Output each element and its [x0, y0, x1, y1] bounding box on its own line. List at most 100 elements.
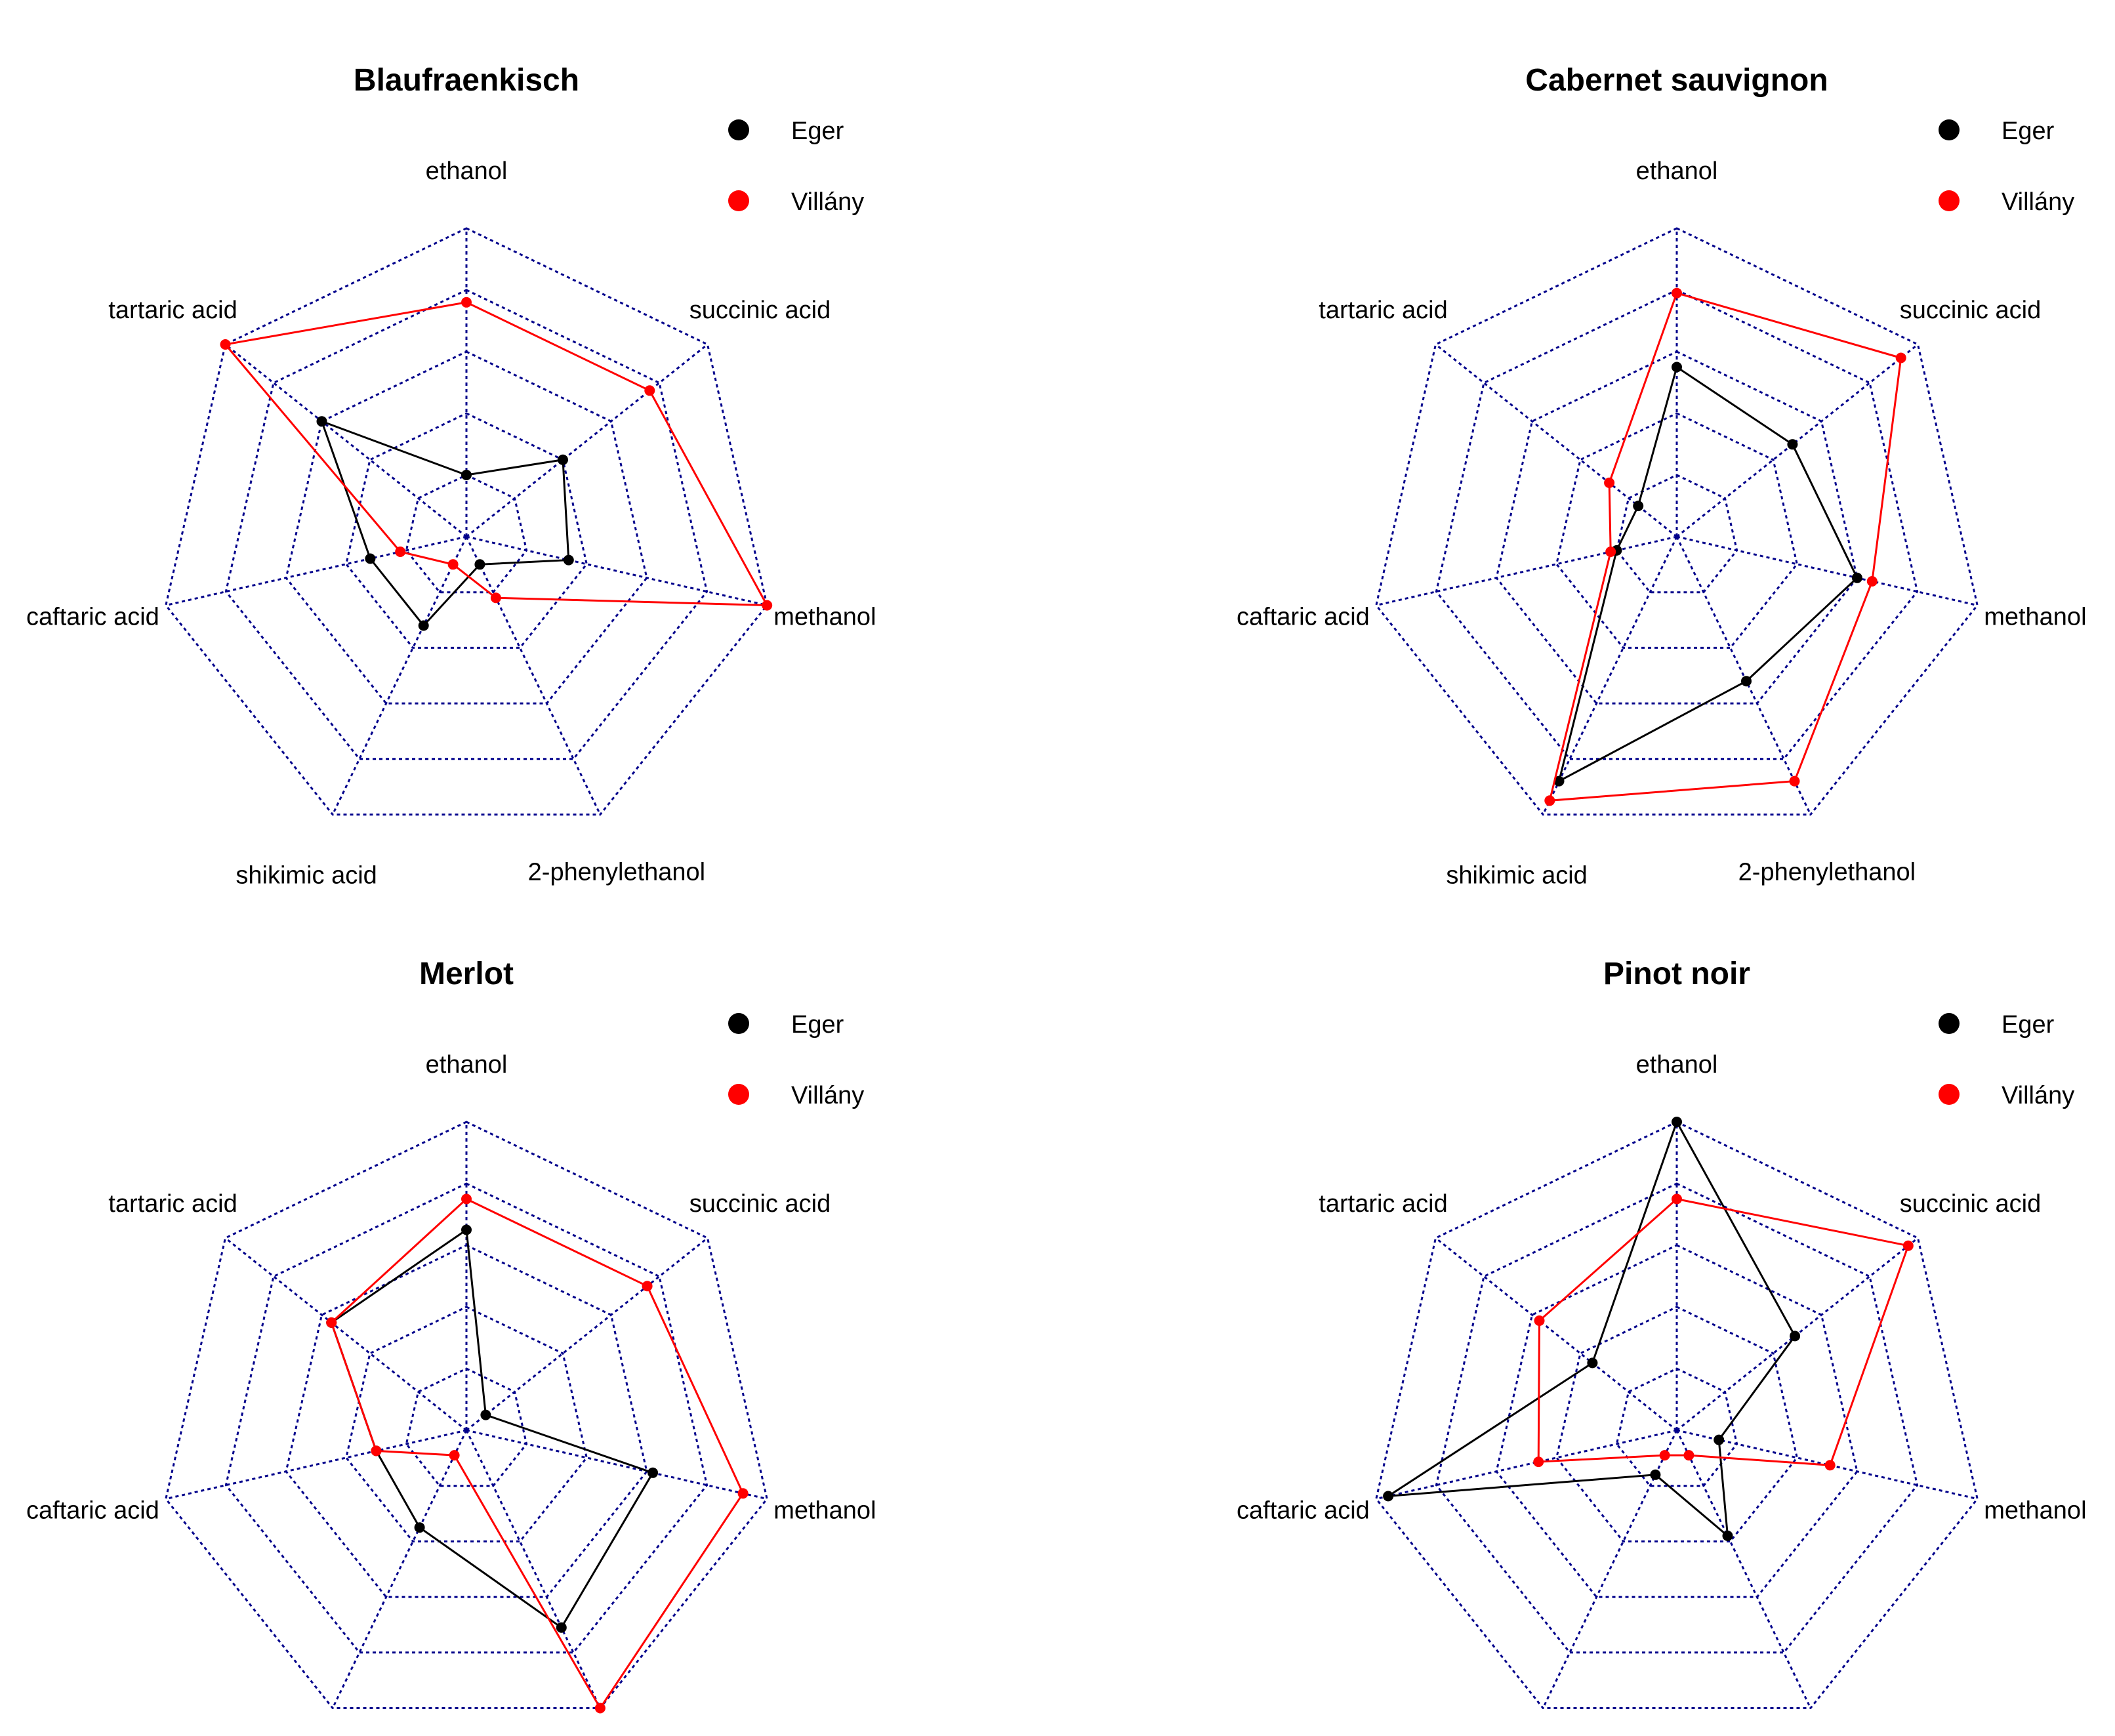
- grid-ring-2: [345, 1306, 588, 1542]
- data-point-eger-caftaric-acid: [365, 553, 376, 564]
- data-point-villany-methanol: [762, 600, 773, 611]
- spoke-shikimic-acid: [331, 536, 468, 816]
- data-point-villany-caftaric-acid: [371, 1445, 382, 1457]
- spoke-shikimic-acid: [1542, 536, 1678, 816]
- grid-ring-4: [224, 289, 708, 760]
- data-point-eger-tartaric-acid: [1587, 1357, 1598, 1369]
- axis-label-tartaric-acid: tartaric acid: [108, 297, 237, 324]
- spoke-succinic-acid: [466, 343, 708, 538]
- legend-label-villany: Villány: [2002, 1082, 2074, 1109]
- series-line-eger: [1557, 365, 1858, 783]
- data-point-villany-tartaric-acid: [1604, 477, 1615, 488]
- grid-ring-2: [1555, 412, 1798, 649]
- data-point-eger-methanol: [563, 554, 574, 566]
- legend-label-eger: Eger: [2002, 1011, 2055, 1039]
- legend-marker-villany: [1939, 190, 1960, 211]
- spoke-caftaric-acid: [1376, 535, 1677, 607]
- data-point-villany-caftaric-acid: [395, 547, 406, 557]
- spoke-2-phenylethanol: [465, 1430, 602, 1709]
- legend-marker-eger: [1939, 119, 1960, 140]
- data-point-eger-ethanol: [1672, 362, 1682, 373]
- series-line-villany: [223, 301, 769, 607]
- data-point-villany-methanol: [737, 1488, 749, 1499]
- data-point-villany-2-phenylethanol: [490, 592, 501, 604]
- data-point-villany-2-phenylethanol: [1683, 1450, 1694, 1461]
- legend-marker-eger: [728, 1013, 749, 1034]
- data-point-eger-caftaric-acid: [1383, 1491, 1394, 1502]
- data-point-eger-2-phenylethanol: [1741, 676, 1752, 687]
- series-line-villany: [330, 1197, 745, 1710]
- spoke-methanol: [466, 1429, 768, 1500]
- spoke-succinic-acid: [466, 1237, 708, 1432]
- chart-title: Pinot noir: [1603, 957, 1750, 991]
- spoke-shikimic-acid: [1542, 1430, 1678, 1709]
- data-point-villany-ethanol: [1672, 287, 1682, 299]
- grid-ring-4: [1435, 1182, 1919, 1654]
- spoke-tartaric-acid: [1435, 1237, 1677, 1432]
- series-line-eger: [330, 1228, 655, 1629]
- spoke-succinic-acid: [1676, 343, 1919, 538]
- chart-title: Cabernet sauvignon: [1525, 63, 1828, 98]
- data-point-villany-2-phenylethanol: [1789, 775, 1800, 787]
- axis-label-ethanol: ethanol: [426, 157, 508, 185]
- data-point-eger-methanol: [1851, 572, 1862, 583]
- spoke-caftaric-acid: [165, 535, 467, 607]
- data-point-villany-caftaric-acid: [1533, 1457, 1544, 1468]
- axis-label-caftaric-acid: caftaric acid: [26, 1497, 159, 1525]
- spoke-tartaric-acid: [224, 343, 467, 538]
- legend-marker-eger: [728, 119, 749, 140]
- data-point-eger-shikimic-acid: [1553, 775, 1565, 787]
- grid-ring-4: [224, 1182, 708, 1654]
- axis-label-methanol: methanol: [1984, 1497, 2086, 1525]
- data-point-villany-caftaric-acid: [1605, 547, 1616, 557]
- legend-label-eger: Eger: [2002, 117, 2055, 145]
- axis-label-2-phenylethanol: 2-phenylethanol: [1738, 859, 1916, 886]
- data-point-eger-tartaric-acid: [316, 416, 327, 427]
- axis-label-2-phenylethanol: 2-phenylethanol: [528, 859, 705, 886]
- spoke-2-phenylethanol: [1675, 536, 1812, 816]
- radar-panel-blaufraenkisch: ethanol succinic acid methanol 2-phenyletha…: [26, 63, 876, 890]
- data-point-villany-ethanol: [461, 297, 472, 308]
- data-point-villany-succinic-acid: [644, 385, 655, 396]
- axis-label-ethanol: ethanol: [426, 1051, 508, 1079]
- axis-label-succinic-acid: succinic acid: [1900, 297, 2041, 324]
- axis-label-shikimic-acid: shikimic acid: [1446, 862, 1587, 890]
- spoke-2-phenylethanol: [1675, 1430, 1812, 1709]
- legend-label-eger: Eger: [791, 117, 844, 145]
- legend-marker-villany: [728, 1084, 749, 1105]
- data-point-eger-methanol: [647, 1467, 659, 1478]
- legend-label-eger: Eger: [791, 1011, 844, 1039]
- data-point-villany-ethanol: [1672, 1193, 1682, 1205]
- grid-ring-2: [1555, 1306, 1798, 1542]
- data-point-eger-succinic-acid: [1787, 439, 1798, 450]
- axis-label-caftaric-acid: caftaric acid: [26, 604, 159, 631]
- data-point-eger-2-phenylethanol: [474, 559, 485, 570]
- data-point-villany-succinic-acid: [1895, 352, 1906, 363]
- axis-label-methanol: methanol: [773, 1497, 876, 1525]
- legend-marker-eger: [1939, 1013, 1960, 1034]
- spoke-succinic-acid: [1676, 1237, 1919, 1432]
- spoke-2-phenylethanol: [465, 536, 602, 816]
- data-point-villany-shikimic-acid: [447, 559, 459, 570]
- data-point-villany-2-phenylethanol: [594, 1703, 606, 1714]
- spoke-caftaric-acid: [1376, 1429, 1677, 1500]
- axis-label-shikimic-acid: shikimic acid: [236, 862, 377, 890]
- data-point-eger-methanol: [1714, 1434, 1725, 1445]
- spoke-shikimic-acid: [331, 1430, 468, 1709]
- axis-label-caftaric-acid: caftaric acid: [1237, 1497, 1370, 1525]
- axis-label-succinic-acid: succinic acid: [1900, 1190, 2041, 1218]
- data-point-eger-succinic-acid: [558, 454, 568, 465]
- grid-ring-2: [345, 412, 588, 649]
- data-point-eger-ethanol: [461, 470, 472, 480]
- data-point-eger-2-phenylethanol: [1722, 1530, 1733, 1541]
- data-point-eger-succinic-acid: [480, 1409, 491, 1420]
- axis-label-tartaric-acid: tartaric acid: [108, 1190, 237, 1218]
- spoke-methanol: [466, 535, 768, 607]
- axis-label-ethanol: ethanol: [1636, 1051, 1718, 1079]
- data-point-villany-shikimic-acid: [449, 1450, 460, 1461]
- data-point-villany-methanol: [1824, 1460, 1836, 1471]
- data-point-eger-tartaric-acid: [1633, 501, 1644, 512]
- data-point-eger-shikimic-acid: [418, 620, 429, 631]
